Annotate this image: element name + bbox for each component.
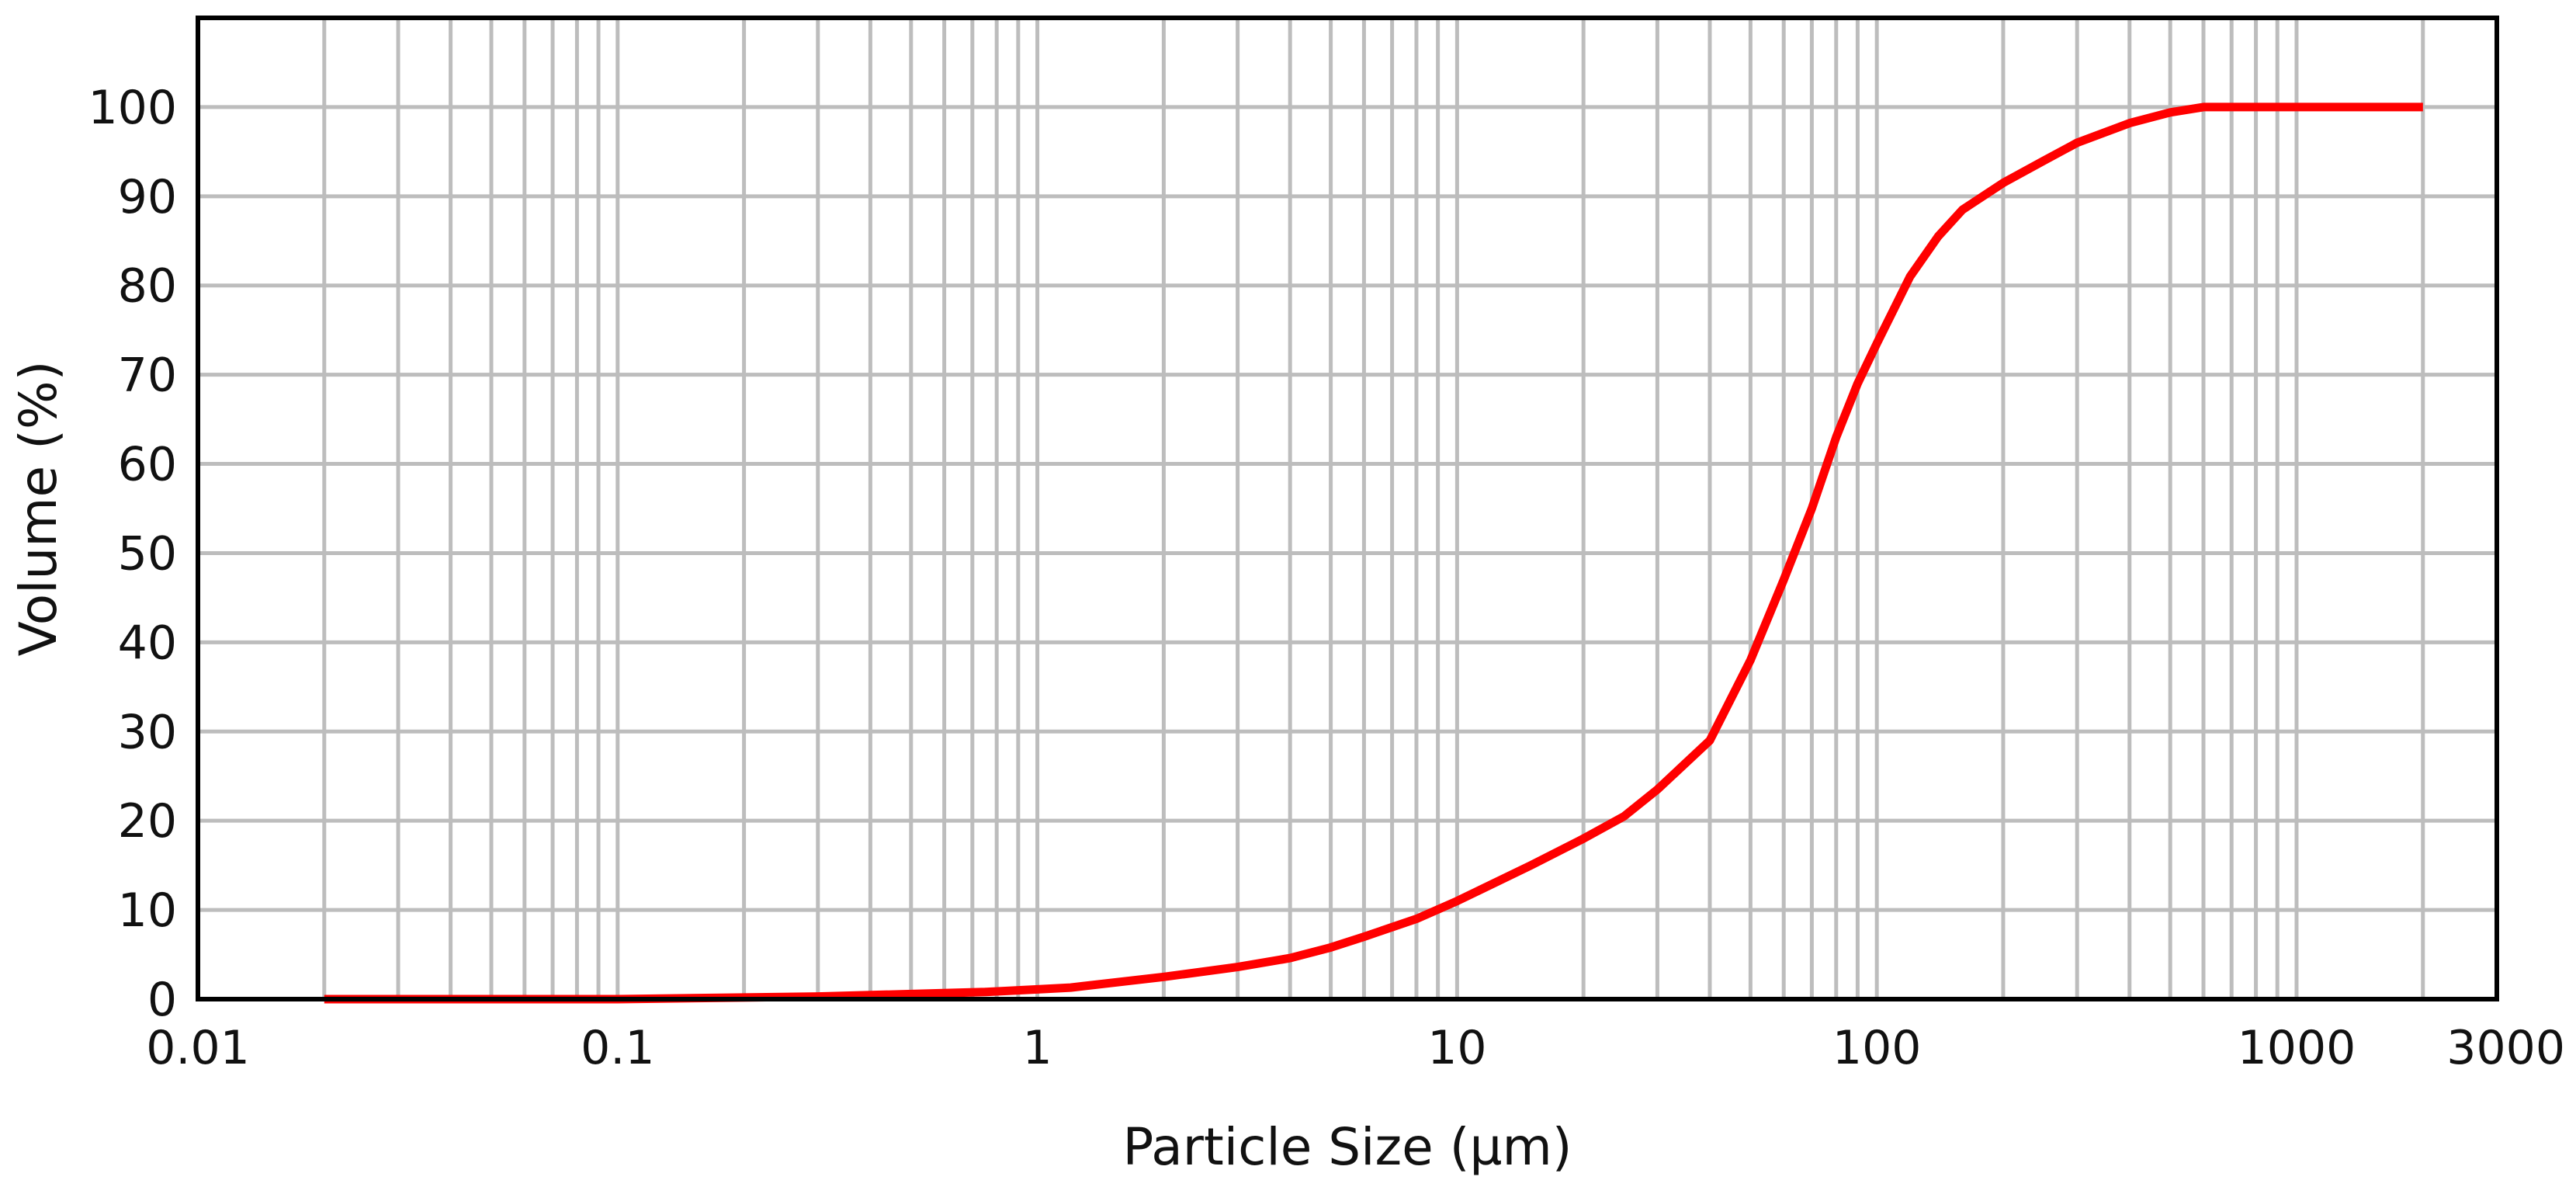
grid-lines: [198, 18, 2497, 999]
series-layer: [324, 102, 2423, 1004]
x-tick-label: 3000: [2446, 1021, 2565, 1075]
y-tick-label: 60: [118, 438, 177, 492]
y-tick-label: 90: [118, 170, 177, 224]
x-tick-label: 10: [1427, 1021, 1486, 1075]
x-tick-label: 1: [1022, 1021, 1052, 1075]
x-axis-tick-labels: 0.01 0.1 1 10 100 1000 3000: [146, 1021, 2565, 1075]
x-tick-label: 0.01: [146, 1021, 250, 1075]
y-tick-label: 50: [118, 526, 177, 581]
y-axis-title: Volume (%): [9, 361, 68, 657]
x-axis-title: Particle Size (µm): [1122, 1117, 1572, 1177]
x-tick-label: 100: [1832, 1021, 1922, 1075]
y-tick-label: 10: [118, 883, 177, 938]
y-tick-label: 100: [88, 81, 177, 135]
y-tick-label: 20: [118, 794, 177, 849]
x-tick-label: 1000: [2238, 1021, 2356, 1075]
y-tick-label: 70: [118, 349, 177, 403]
y-axis-tick-labels: 0 10 20 30 40 50 60 70 80 90 100: [88, 81, 177, 1027]
series-line-0: [324, 102, 2423, 1004]
y-tick-label: 0: [147, 973, 177, 1027]
x-tick-label: 0.1: [581, 1021, 654, 1075]
y-tick-label: 40: [118, 616, 177, 670]
y-tick-label: 30: [118, 705, 177, 759]
plot-area-frame: [196, 16, 2499, 1001]
y-tick-label: 80: [118, 259, 177, 314]
